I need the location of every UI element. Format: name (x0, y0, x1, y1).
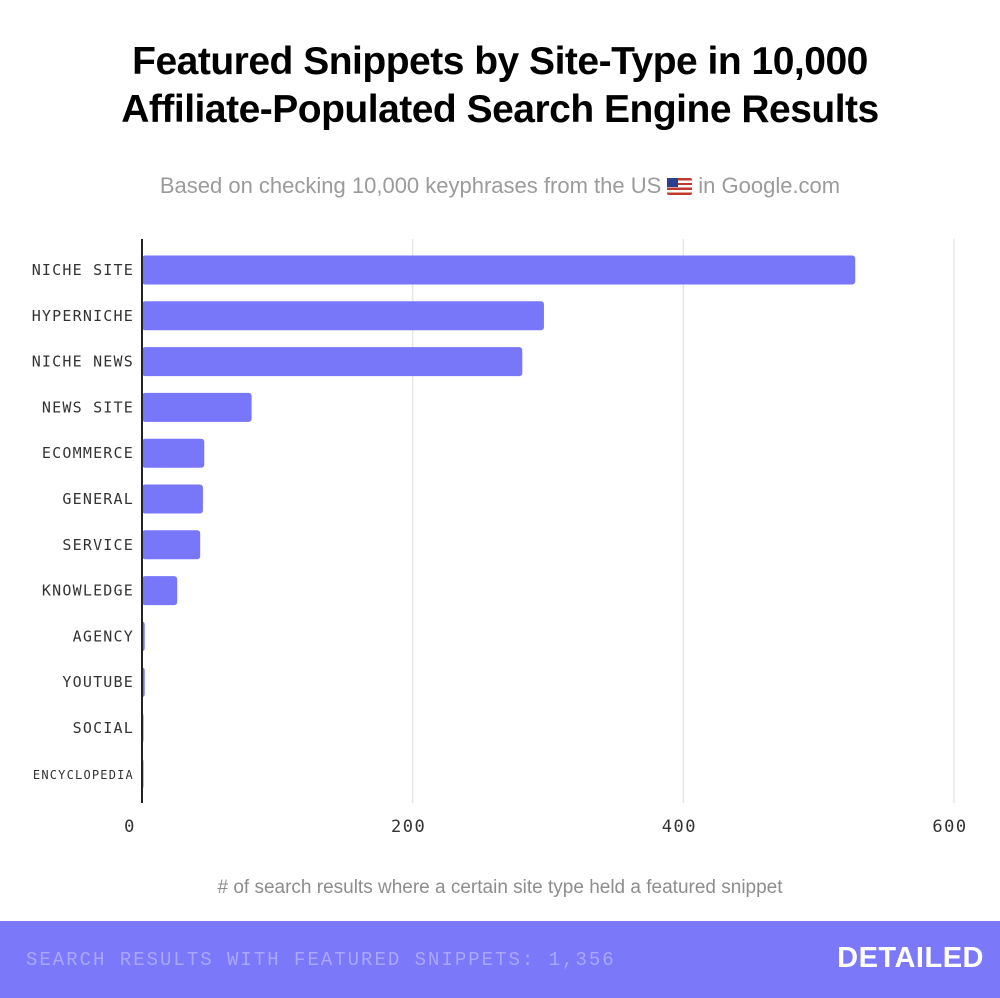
brand-logo: DETAILED (837, 942, 984, 974)
footer-banner: SEARCH RESULTS WITH FEATURED SNIPPETS: 1… (0, 921, 1000, 998)
bar-service (142, 530, 201, 560)
category-label: GENERAL (62, 490, 134, 508)
chart-title-line-2: Affiliate-Populated Search Engine Result… (121, 88, 879, 131)
chart-title: Featured Snippets by Site-Type in 10,000… (0, 38, 1000, 134)
x-tick-label: 600 (932, 817, 967, 837)
category-label: ECOMMERCE (42, 444, 134, 462)
us-flag-icon (667, 178, 693, 195)
bar-news-site (142, 392, 252, 422)
x-tick-label: 200 (391, 817, 426, 837)
x-tick-label: 400 (662, 817, 697, 837)
chart-subtitle: Based on checking 10,000 keyphrases from… (0, 173, 1000, 199)
bar-general (142, 484, 203, 514)
bar-chart: NICHE SITE HYPERNICHE NICHE NEWS NEWS SITE E… (32, 239, 967, 837)
category-label: KNOWLEDGE (42, 582, 134, 600)
category-label: YOUTUBE (62, 673, 134, 691)
x-tick-label: 0 (124, 817, 136, 837)
chart-title-line-1: Featured Snippets by Site-Type in 10,000 (132, 40, 868, 83)
x-axis-label: # of search results where a certain site… (217, 877, 783, 898)
bar-ecommerce (142, 438, 205, 468)
category-label: HYPERNICHE (32, 307, 134, 325)
subtitle-text-after: in Google.com (698, 173, 841, 198)
bar-niche-site (142, 255, 856, 285)
category-label: NICHE NEWS (32, 353, 134, 371)
category-label: NEWS SITE (42, 398, 134, 416)
category-label: NICHE SITE (32, 261, 134, 279)
category-label: SERVICE (62, 536, 134, 554)
bar-knowledge (142, 576, 178, 606)
category-label: ENCYCLOPEDIA (33, 768, 134, 782)
subtitle-text-before: Based on checking 10,000 keyphrases from… (159, 173, 662, 198)
category-label: AGENCY (73, 627, 134, 645)
footer-summary-text: SEARCH RESULTS WITH FEATURED SNIPPETS: 1… (26, 949, 616, 971)
bar-hyperniche (142, 301, 544, 331)
category-label: SOCIAL (73, 719, 134, 737)
bar-niche-news (142, 347, 523, 377)
